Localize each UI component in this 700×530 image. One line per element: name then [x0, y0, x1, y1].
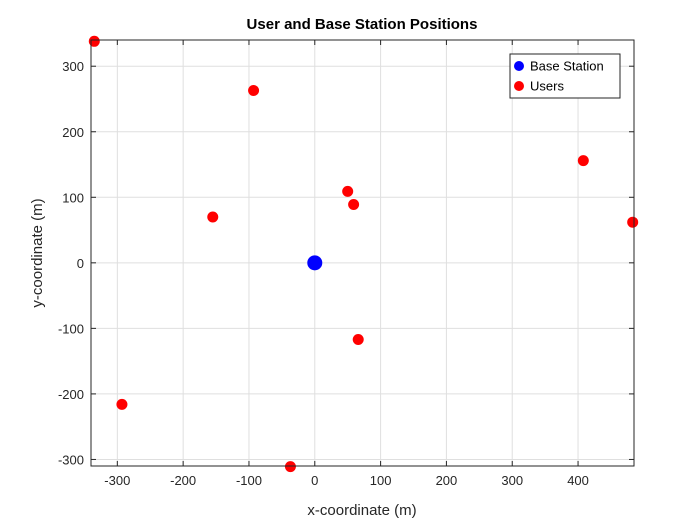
y-tick-label: 300 [62, 59, 84, 74]
data-points [88, 35, 639, 473]
x-tick-label: 300 [501, 473, 523, 488]
user-point [116, 398, 128, 410]
legend: Base Station Users [509, 53, 621, 99]
x-tick-label: -200 [170, 473, 196, 488]
legend-label: Base Station [530, 59, 604, 74]
user-point [627, 216, 639, 228]
chart-title: User and Base Station Positions [247, 16, 478, 33]
y-tick-label: 100 [62, 190, 84, 205]
y-tick-label: -200 [58, 387, 84, 402]
y-tick-label: 200 [62, 125, 84, 140]
user-point [342, 185, 354, 197]
user-point [348, 199, 360, 211]
ticks: -300 -200 -100 0 100 200 300 400 -300 -200 -100 0 10… [58, 40, 634, 488]
x-tick-label: 100 [370, 473, 392, 488]
grid [91, 40, 634, 466]
x-tick-label: 400 [567, 473, 589, 488]
y-tick-label: 0 [77, 256, 84, 271]
y-tick-label: -300 [58, 452, 84, 467]
plot-area [91, 40, 634, 466]
x-tick-label: 200 [436, 473, 458, 488]
x-tick-label: -300 [104, 473, 130, 488]
user-point [88, 35, 100, 47]
y-axis-label: y-coordinate (m) [29, 198, 46, 307]
user-point [352, 334, 364, 346]
user-point [284, 461, 296, 473]
legend-marker [514, 61, 524, 71]
legend-marker [514, 81, 524, 91]
x-tick-label: -100 [236, 473, 262, 488]
legend-label: Users [530, 79, 564, 94]
legend-box [509, 53, 621, 99]
x-tick-label: 0 [311, 473, 318, 488]
axes-box [90, 39, 635, 467]
user-point [577, 155, 589, 167]
user-point [207, 211, 219, 223]
x-axis-label: x-coordinate (m) [307, 502, 416, 519]
user-point [248, 84, 260, 96]
base-station-point [307, 255, 323, 271]
y-tick-label: -100 [58, 321, 84, 336]
